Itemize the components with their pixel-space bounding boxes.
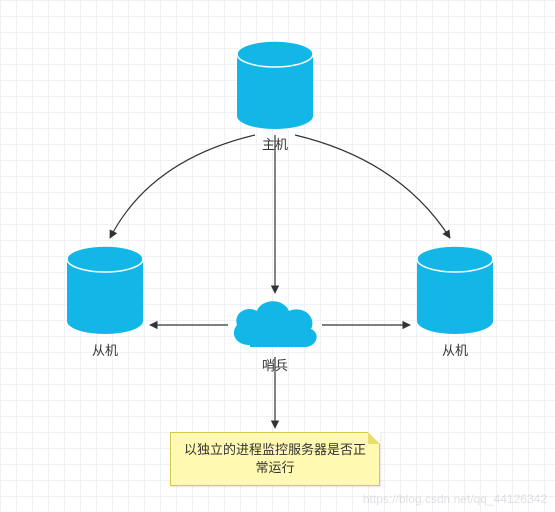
sentinel-label: 哨兵 — [262, 355, 288, 374]
watermark: https://blog.csdn.net/qq_44126342 — [363, 492, 547, 506]
note-text: 以独立的进程监控服务器是否正常运行 — [184, 442, 366, 475]
slave1-label: 从机 — [92, 340, 118, 359]
note-box: 以独立的进程监控服务器是否正常运行 — [170, 432, 380, 486]
edge-master-slave1 — [110, 135, 255, 238]
sentinel-cloud-icon — [225, 295, 325, 360]
master-db-icon — [235, 40, 315, 130]
slave1-db-icon — [65, 245, 145, 335]
slave2-db-icon — [415, 245, 495, 335]
slave2-label: 从机 — [442, 340, 468, 359]
edge-master-slave2 — [295, 135, 450, 238]
master-label: 主机 — [262, 134, 288, 153]
